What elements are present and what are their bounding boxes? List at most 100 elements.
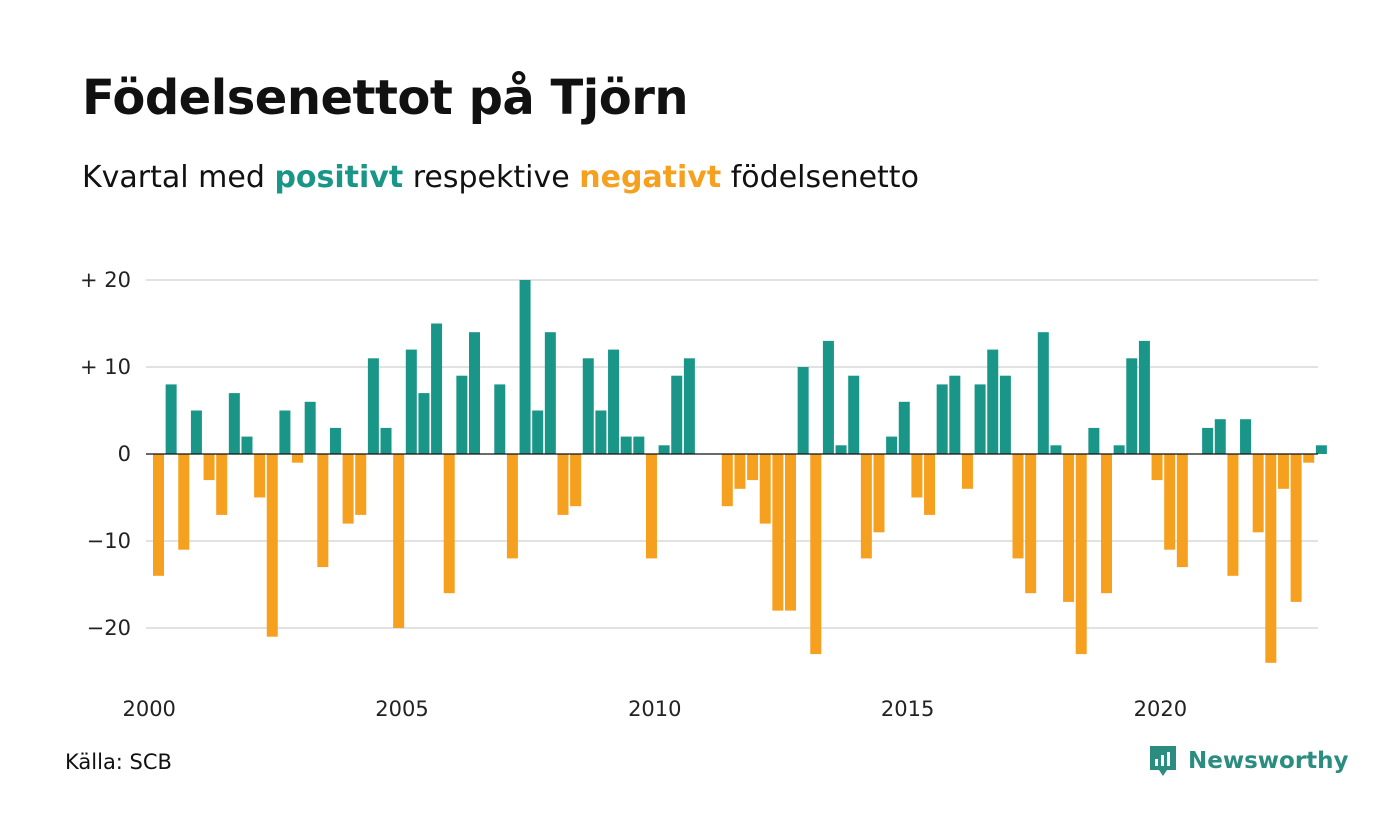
bar-positive: [1037, 332, 1049, 454]
bar-positive: [304, 401, 316, 454]
bar-positive: [544, 332, 556, 454]
x-tick-label: 2020: [1134, 697, 1187, 721]
y-tick-label: 0: [118, 442, 131, 466]
bar-positive: [1050, 445, 1062, 454]
y-tick-label: + 10: [80, 355, 131, 379]
bar-positive: [431, 323, 443, 454]
bar-positive: [974, 384, 986, 454]
bars: [153, 280, 1327, 663]
subtitle-positive-word: positivt: [274, 160, 404, 195]
bar-negative: [747, 454, 759, 481]
bar-positive: [848, 375, 860, 454]
bar-negative: [1075, 454, 1087, 655]
bar-positive: [494, 384, 506, 454]
bar-negative: [873, 454, 885, 533]
bar-negative: [292, 454, 304, 463]
bar-negative: [506, 454, 518, 559]
bar-positive: [683, 358, 695, 454]
bar-positive: [1113, 445, 1125, 454]
bar-positive: [418, 393, 430, 454]
bar-negative: [1101, 454, 1112, 594]
x-axis-ticks: 2000 2005 2010 2015 2020: [122, 697, 1187, 721]
chart-title: Födelsenettot på Tjörn: [82, 70, 689, 126]
bar-negative: [1063, 454, 1075, 602]
bar-negative: [1151, 454, 1163, 481]
y-tick-label: −20: [87, 616, 131, 640]
bar-negative: [759, 454, 771, 524]
bar-positive: [519, 280, 531, 454]
bar-negative: [216, 454, 228, 515]
bar-positive: [1315, 445, 1327, 454]
bar-positive: [822, 340, 834, 454]
bar-positive: [228, 393, 240, 454]
bar-positive: [582, 358, 594, 454]
bar-positive: [936, 384, 948, 454]
bar-positive: [671, 375, 683, 454]
bar-negative: [203, 454, 215, 481]
bar-negative: [317, 454, 329, 568]
bar-negative: [1227, 454, 1239, 576]
bar-negative: [1164, 454, 1176, 550]
bar-positive: [190, 410, 202, 454]
bar-positive: [1088, 427, 1100, 454]
bar-negative: [1012, 454, 1024, 559]
bar-positive: [165, 384, 177, 454]
bar-negative: [772, 454, 784, 611]
bar-negative: [266, 454, 278, 637]
bar-positive: [1214, 419, 1226, 454]
bar-chart: + 20 + 10 0 −10 −20 2000 2005 2010 2015 2020: [80, 268, 1327, 721]
source-note: Källa: SCB: [65, 750, 172, 774]
bar-negative: [1025, 454, 1037, 594]
bar-negative: [393, 454, 405, 628]
bar-positive: [620, 436, 632, 454]
bar-negative: [153, 454, 164, 576]
bar-negative: [178, 454, 190, 550]
bar-positive: [949, 375, 961, 454]
bar-positive: [532, 410, 544, 454]
bar-negative: [443, 454, 455, 594]
bar-positive: [608, 349, 620, 454]
bar-negative: [961, 454, 973, 489]
x-tick-label: 2010: [628, 697, 681, 721]
subtitle-prefix: Kvartal med: [82, 160, 265, 195]
y-tick-label: −10: [87, 529, 131, 553]
x-tick-label: 2000: [122, 697, 175, 721]
bar-positive: [329, 427, 341, 454]
bar-negative: [1290, 454, 1302, 602]
x-tick-label: 2015: [881, 697, 934, 721]
subtitle-suffix: födelsenetto: [730, 160, 919, 195]
bar-positive: [999, 375, 1011, 454]
bar-negative: [1252, 454, 1264, 533]
brand-name: Newsworthy: [1188, 748, 1349, 774]
bar-positive: [987, 349, 999, 454]
x-tick-label: 2005: [375, 697, 428, 721]
newsworthy-logo-icon: [1150, 746, 1176, 776]
bar-positive: [1138, 340, 1150, 454]
bar-positive: [405, 349, 417, 454]
bar-negative: [254, 454, 266, 498]
bar-positive: [633, 436, 645, 454]
bar-positive: [279, 410, 291, 454]
bar-positive: [1240, 419, 1252, 454]
bar-negative: [1303, 454, 1315, 463]
bar-negative: [355, 454, 367, 515]
bar-negative: [721, 454, 733, 507]
bar-positive: [886, 436, 898, 454]
y-axis-ticks: + 20 + 10 0 −10 −20: [80, 268, 131, 640]
bar-positive: [797, 367, 809, 454]
bar-negative: [1265, 454, 1277, 663]
bar-positive: [469, 332, 480, 454]
bar-positive: [1126, 358, 1138, 454]
bar-positive: [367, 358, 379, 454]
bar-positive: [1202, 427, 1214, 454]
grid-lines: [146, 279, 1318, 629]
bar-negative: [810, 454, 822, 655]
bar-negative: [785, 454, 796, 611]
bar-negative: [911, 454, 923, 498]
bar-positive: [898, 401, 910, 454]
bar-negative: [734, 454, 746, 489]
brand-logo[interactable]: Newsworthy: [1148, 744, 1349, 778]
subtitle-negative-word: negativt: [579, 160, 722, 195]
bar-negative: [924, 454, 936, 515]
bar-negative: [860, 454, 872, 559]
